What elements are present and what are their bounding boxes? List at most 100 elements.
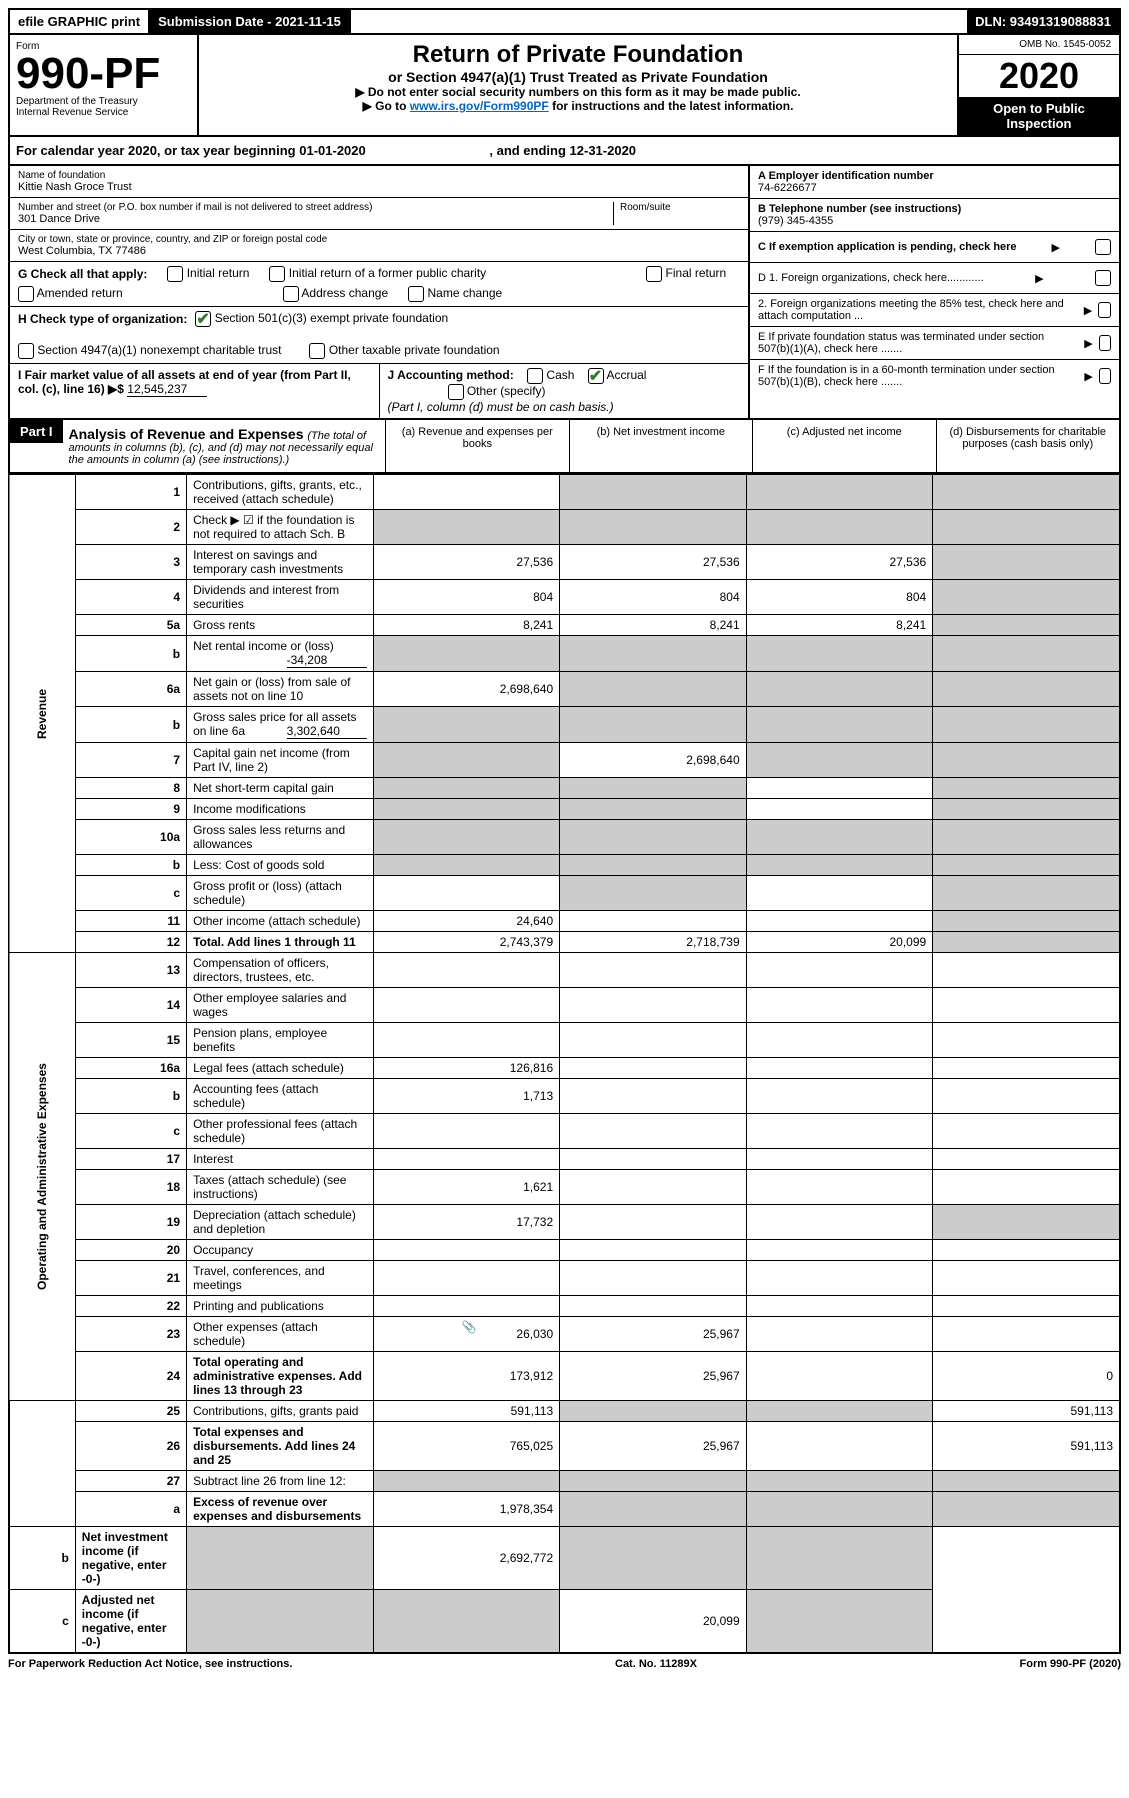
cell-a [373,988,560,1023]
cell-b: 804 [560,580,747,615]
line-number: c [75,876,186,911]
cell-b [560,820,747,855]
check-amended[interactable] [18,286,34,302]
irs: Internal Revenue Service [16,107,191,118]
line-number: b [9,1527,75,1590]
table-row: 8Net short-term capital gain [9,778,1120,799]
line-number: 19 [75,1205,186,1240]
check-cash[interactable] [527,368,543,384]
check-name[interactable] [408,286,424,302]
cell-a [373,1240,560,1261]
cell-c [746,855,933,876]
check-other-tax[interactable] [309,343,325,359]
part1-header: Part I Analysis of Revenue and Expenses … [8,420,1121,474]
cell-a [373,1149,560,1170]
cell-b [560,1261,747,1296]
cell-c: 804 [746,580,933,615]
cell-b [560,1296,747,1317]
check-d1[interactable] [1095,270,1111,286]
cell-c [746,1471,933,1492]
line-number: 3 [75,545,186,580]
part1-label: Part I [10,420,63,443]
line-desc: Travel, conferences, and meetings [187,1261,374,1296]
attachment-icon[interactable]: 📎 [462,1320,477,1334]
cell-b [560,855,747,876]
table-row: 14Other employee salaries and wages [9,988,1120,1023]
table-row: 3Interest on savings and temporary cash … [9,545,1120,580]
cell-b: 2,698,640 [560,743,747,778]
j-note: (Part I, column (d) must be on cash basi… [388,400,614,414]
check-accrual[interactable] [588,368,604,384]
check-f[interactable] [1099,368,1111,384]
line-desc: Pension plans, employee benefits [187,1023,374,1058]
line-desc: Depreciation (attach schedule) and deple… [187,1205,374,1240]
cell-c [746,876,933,911]
check-c[interactable] [1095,239,1111,255]
line-number: c [75,1114,186,1149]
line-number: 17 [75,1149,186,1170]
cell-d [933,707,1120,743]
cell-b [560,1205,747,1240]
check-501c3[interactable] [195,311,211,327]
cell-d [933,799,1120,820]
check-address[interactable] [283,286,299,302]
line-desc: Contributions, gifts, grants paid [187,1401,374,1422]
table-row: 12Total. Add lines 1 through 112,743,379… [9,932,1120,953]
cell-a [373,1296,560,1317]
line-number: 9 [75,799,186,820]
line-desc: Contributions, gifts, grants, etc., rece… [187,475,374,510]
line-desc: Gross rents [187,615,374,636]
i-value: 12,545,237 [127,382,207,397]
cell-d [933,932,1120,953]
table-row: cOther professional fees (attach schedul… [9,1114,1120,1149]
cell-a: 24,640 [373,911,560,932]
cell-c [746,1240,933,1261]
check-final[interactable] [646,266,662,282]
cell-c [746,636,933,672]
table-row: 27Subtract line 26 from line 12: [9,1471,1120,1492]
table-row: 5aGross rents8,2418,2418,241 [9,615,1120,636]
cell-b: 2,692,772 [373,1527,560,1590]
check-e[interactable] [1099,335,1111,351]
check-4947[interactable] [18,343,34,359]
efile-btn[interactable]: efile GRAPHIC print [10,10,150,33]
cell-b [560,1240,747,1261]
cell-a [373,953,560,988]
cell-d [746,1590,933,1654]
room-label: Room/suite [620,202,740,213]
cell-a [373,855,560,876]
cell-d [933,1261,1120,1296]
tax-year: 2020 [959,55,1119,97]
line-number: 8 [75,778,186,799]
title: Return of Private Foundation [205,41,951,69]
cell-c [746,1205,933,1240]
submission-date: Submission Date - 2021-11-15 [150,10,351,33]
line-number: a [75,1492,186,1527]
check-other-acct[interactable] [448,384,464,400]
line-desc: Other employee salaries and wages [187,988,374,1023]
cell-d [933,953,1120,988]
form-link[interactable]: www.irs.gov/Form990PF [410,99,549,113]
cell-a [187,1527,374,1590]
cell-c [746,1401,933,1422]
info-grid: Name of foundation Kittie Nash Groce Tru… [8,166,1121,420]
check-initial-former[interactable] [269,266,285,282]
cell-d [933,1317,1120,1352]
side-opex: Operating and Administrative Expenses [9,953,75,1401]
cell-b [560,1170,747,1205]
cell-d [933,1149,1120,1170]
footer-mid: Cat. No. 11289X [615,1658,697,1670]
dept: Department of the Treasury [16,96,191,107]
cell-b [560,1114,747,1149]
line-number: 1 [75,475,186,510]
check-d2[interactable] [1098,302,1111,318]
cell-d [933,1492,1120,1527]
cell-b [560,1058,747,1079]
city-label: City or town, state or province, country… [18,234,740,245]
cell-d [933,1170,1120,1205]
cell-c [746,820,933,855]
check-initial[interactable] [167,266,183,282]
line-number: 25 [75,1401,186,1422]
line-number: 24 [75,1352,186,1401]
cell-b [560,510,747,545]
